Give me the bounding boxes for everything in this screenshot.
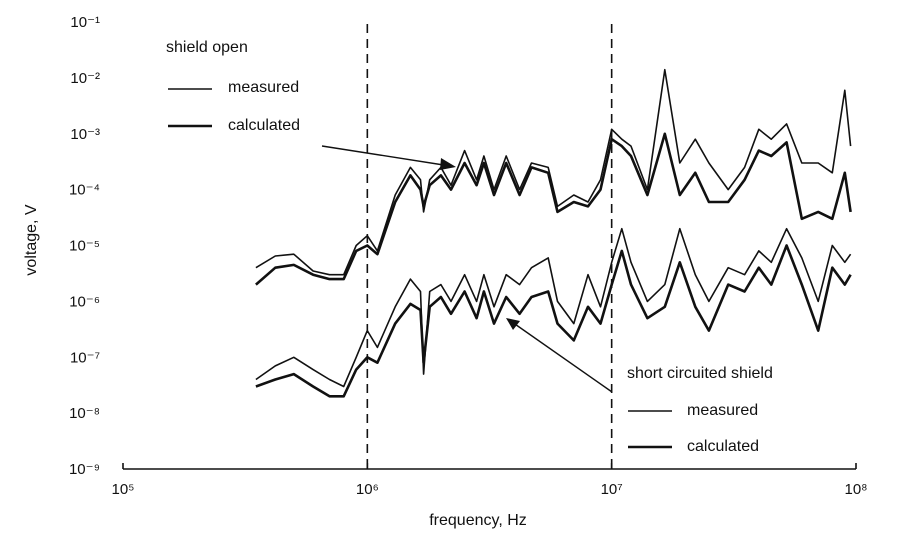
x-axis-label: frequency, Hz <box>429 512 527 529</box>
x-tick-label: 10⁷ <box>601 481 623 498</box>
annotation-arrowhead-short-circuited <box>506 318 520 330</box>
series-short-circuited-shield-measured <box>255 227 852 388</box>
y-tick-labels: 10⁻¹ 10⁻² 10⁻³ 10⁻⁴ 10⁻⁵ 10⁻⁶ 10⁻⁷ 10⁻⁸ 10⁻⁹ <box>69 14 100 478</box>
legend-label-calculated: calculated <box>228 117 300 134</box>
annotation-arrow-shield-open <box>321 145 451 167</box>
y-tick-label: 10⁻⁸ <box>69 405 100 422</box>
legend-label-measured-sc: measured <box>687 402 758 419</box>
annotation-arrowhead-shield-open <box>440 158 456 170</box>
legend-label-calculated-sc: calculated <box>687 438 759 455</box>
legend-title-short-circuited-shield: short circuited shield <box>627 365 773 382</box>
x-tick-label: 10⁸ <box>844 481 867 498</box>
series-shield-open-measured <box>255 68 852 276</box>
legend-title-shield-open: shield open <box>166 39 248 56</box>
plot-area <box>255 24 852 469</box>
y-tick-label: 10⁻² <box>70 70 100 87</box>
y-tick-label: 10⁻⁴ <box>69 182 100 199</box>
annotation-arrow-short-circuited <box>511 321 613 393</box>
legend-shield-open: shield open measured calculated <box>166 39 300 134</box>
x-tick-label: 10⁵ <box>112 481 135 498</box>
legend-short-circuited-shield: short circuited shield measured calculat… <box>627 365 773 455</box>
series-shield-open-calculated <box>255 132 852 286</box>
series-short-circuited-shield-calculated <box>255 244 852 398</box>
legend-label-measured: measured <box>228 79 299 96</box>
x-tick-labels: 10⁵ 10⁶ 10⁷ 10⁸ <box>112 463 868 498</box>
x-tick-label: 10⁶ <box>356 481 379 498</box>
y-tick-label: 10⁻⁵ <box>69 238 100 255</box>
y-tick-label: 10⁻⁶ <box>69 293 100 310</box>
y-tick-label: 10⁻⁹ <box>69 461 100 478</box>
y-tick-label: 10⁻¹ <box>70 14 100 31</box>
y-tick-label: 10⁻³ <box>70 126 100 143</box>
y-tick-label: 10⁻⁷ <box>70 349 100 366</box>
y-axis-label: voltage, V <box>23 204 40 275</box>
